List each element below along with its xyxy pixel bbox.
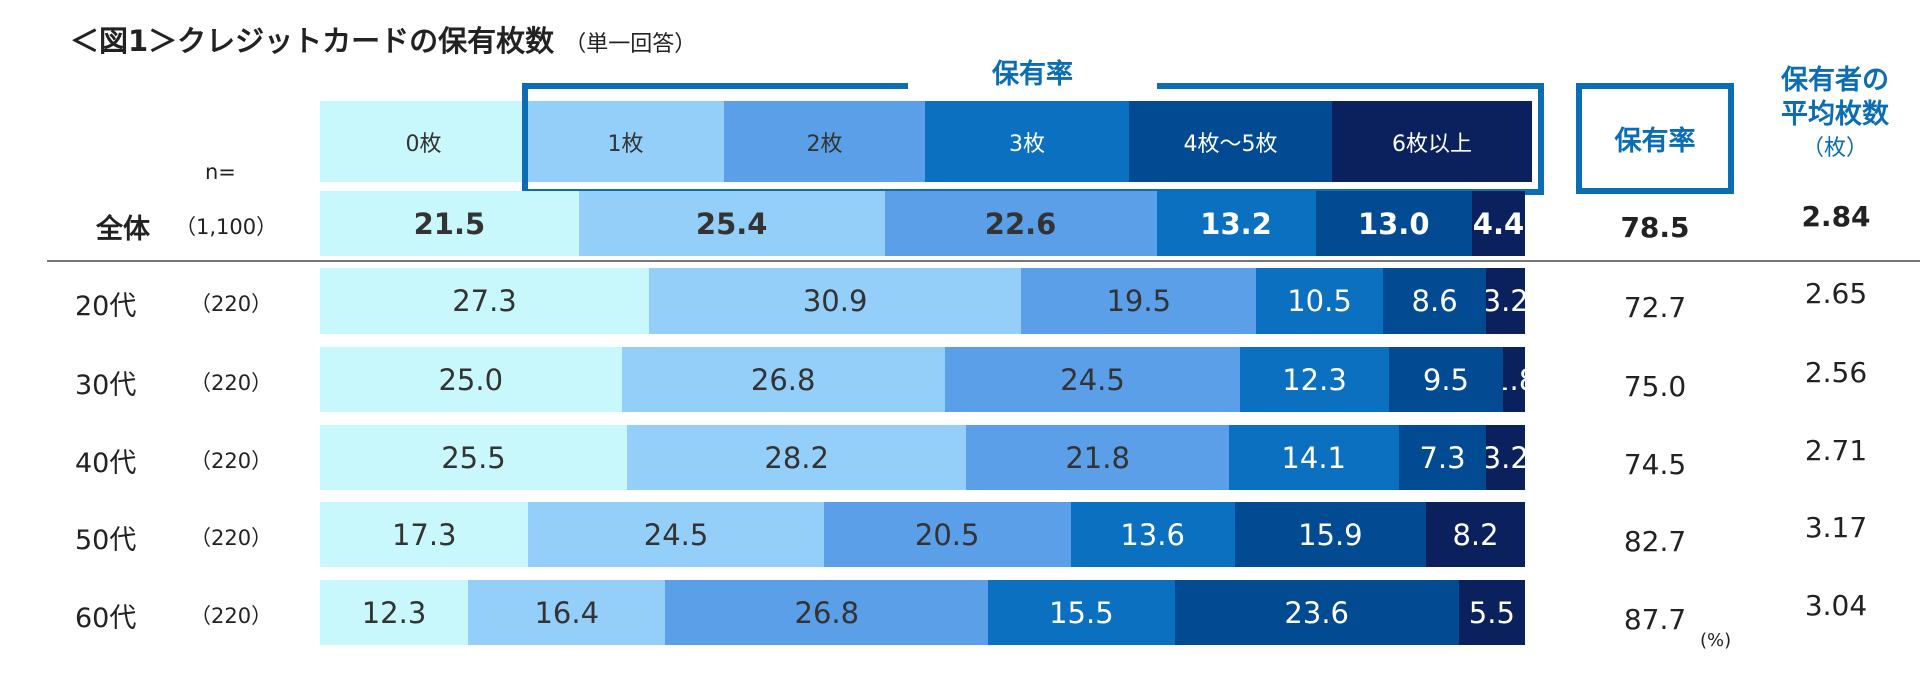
row-n: （220） <box>190 525 273 550</box>
avg-value: 3.04 <box>1804 588 1868 622</box>
rate-value: 75.0 <box>1623 369 1687 403</box>
bar-segment: 21.8 <box>966 425 1229 490</box>
bar-row: 21.5 25.4 22.6 13.2 13.0 4.4 <box>320 191 1525 256</box>
bar-segment: 21.5 <box>320 191 579 256</box>
bar-segment: 13.2 <box>1156 191 1316 256</box>
row-n: （220） <box>190 603 273 628</box>
frame-label: 保有率 <box>992 59 1073 90</box>
avg-value: 3.17 <box>1804 510 1868 544</box>
row-n: （1,100） <box>175 214 278 239</box>
bar-segment: 16.4 <box>468 580 666 645</box>
avg-header-line1: 保有者の <box>1781 65 1889 96</box>
title-text: ＜図1＞クレジットカードの保有枚数 <box>70 24 555 58</box>
bar-row: 27.3 30.9 19.5 10.5 8.6 3.2 <box>320 268 1525 334</box>
frame-top-right <box>1157 83 1538 89</box>
bar-segment: 25.5 <box>320 425 627 490</box>
rate-value: 78.5 <box>1620 210 1690 244</box>
bar-segment: 30.9 <box>648 268 1022 334</box>
frame-top-left <box>522 83 908 89</box>
chart-title: ＜図1＞クレジットカードの保有枚数 （単一回答） <box>70 18 696 60</box>
bar-segment: 8.6 <box>1382 268 1487 334</box>
row-n: （220） <box>190 292 273 316</box>
subtitle: （単一回答） <box>564 32 697 57</box>
rate-value: 72.7 <box>1623 291 1687 324</box>
row-label: 全体 <box>96 213 150 245</box>
bar-segment: 15.5 <box>988 580 1175 645</box>
bar-segment: 13.0 <box>1315 191 1472 256</box>
separator-line <box>47 260 1920 262</box>
bar-segment: 5.5 <box>1458 580 1525 645</box>
avg-value: 2.71 <box>1804 433 1868 467</box>
bar-segment: 10.5 <box>1256 268 1383 334</box>
bar-segment: 20.5 <box>823 502 1071 567</box>
n-label: n= <box>205 160 236 184</box>
row-label: 50代 <box>75 524 137 556</box>
bar-segment: 28.2 <box>626 425 967 490</box>
rate-value: 82.7 <box>1623 524 1687 558</box>
bar-segment: 24.5 <box>528 502 824 567</box>
legend-cell-0: 0枚 <box>320 101 527 182</box>
bar-segment: 3.2 <box>1486 425 1525 490</box>
rate-value: 87.7 <box>1623 602 1687 636</box>
bar-segment: 13.6 <box>1070 502 1235 567</box>
bar-segment: 7.3 <box>1398 425 1487 490</box>
avg-header-unit: （枚） <box>1801 136 1868 161</box>
bar-segment: 12.3 <box>320 580 469 645</box>
row-label: 60代 <box>75 602 137 634</box>
bar-row: 17.3 24.5 20.5 13.6 15.9 8.2 <box>320 502 1525 567</box>
row-n: （220） <box>190 370 273 395</box>
rate-header: 保有率 <box>1576 83 1734 194</box>
rate-value: 74.5 <box>1623 447 1687 481</box>
legend-cell-5: 6枚以上 <box>1332 101 1532 182</box>
bar-segment: 19.5 <box>1021 268 1257 334</box>
row-label: 20代 <box>75 291 137 322</box>
avg-header: 保有者の 平均枚数 （枚） <box>1750 64 1920 166</box>
bar-segment: 4.4 <box>1471 191 1525 256</box>
avg-value: 2.65 <box>1804 277 1868 310</box>
bar-segment: 25.4 <box>578 191 885 256</box>
avg-value: 2.84 <box>1801 199 1871 233</box>
bar-segment: 26.8 <box>621 347 945 412</box>
legend-cell-2: 2枚 <box>724 101 925 182</box>
bar-segment: 25.0 <box>320 347 622 412</box>
bar-segment: 9.5 <box>1388 347 1504 412</box>
bar-row: 25.5 28.2 21.8 14.1 7.3 3.2 <box>320 425 1525 490</box>
bar-row: 12.3 16.4 26.8 15.5 23.6 5.5 <box>320 580 1525 645</box>
bar-segment: 3.2 <box>1486 268 1525 334</box>
avg-header-line2: 平均枚数 <box>1781 99 1889 130</box>
bar-segment: 26.8 <box>665 580 989 645</box>
legend-cell-4: 4枚～5枚 <box>1129 101 1332 182</box>
bar-segment: 8.2 <box>1426 502 1525 567</box>
avg-value: 2.56 <box>1804 355 1868 389</box>
bar-segment: 22.6 <box>884 191 1157 256</box>
bar-segment: 23.6 <box>1174 580 1459 645</box>
row-label: 30代 <box>75 369 137 401</box>
bar-segment: 12.3 <box>1240 347 1389 412</box>
bar-segment: 14.1 <box>1228 425 1399 490</box>
legend-cell-1: 1枚 <box>527 101 724 182</box>
legend-cell-3: 3枚 <box>925 101 1129 182</box>
bar-segment: 1.8 <box>1503 347 1525 412</box>
bar-row: 25.026.824.512.39.51.8 <box>320 347 1525 412</box>
ownership-frame <box>522 83 1544 195</box>
bar-segment: 27.3 <box>320 268 649 334</box>
bar-segment: 17.3 <box>320 502 529 567</box>
row-label: 40代 <box>75 447 137 479</box>
percent-unit: (%) <box>1700 630 1732 651</box>
bar-segment: 15.9 <box>1234 502 1427 567</box>
row-n: （220） <box>190 448 273 473</box>
bar-segment: 24.5 <box>944 347 1241 412</box>
